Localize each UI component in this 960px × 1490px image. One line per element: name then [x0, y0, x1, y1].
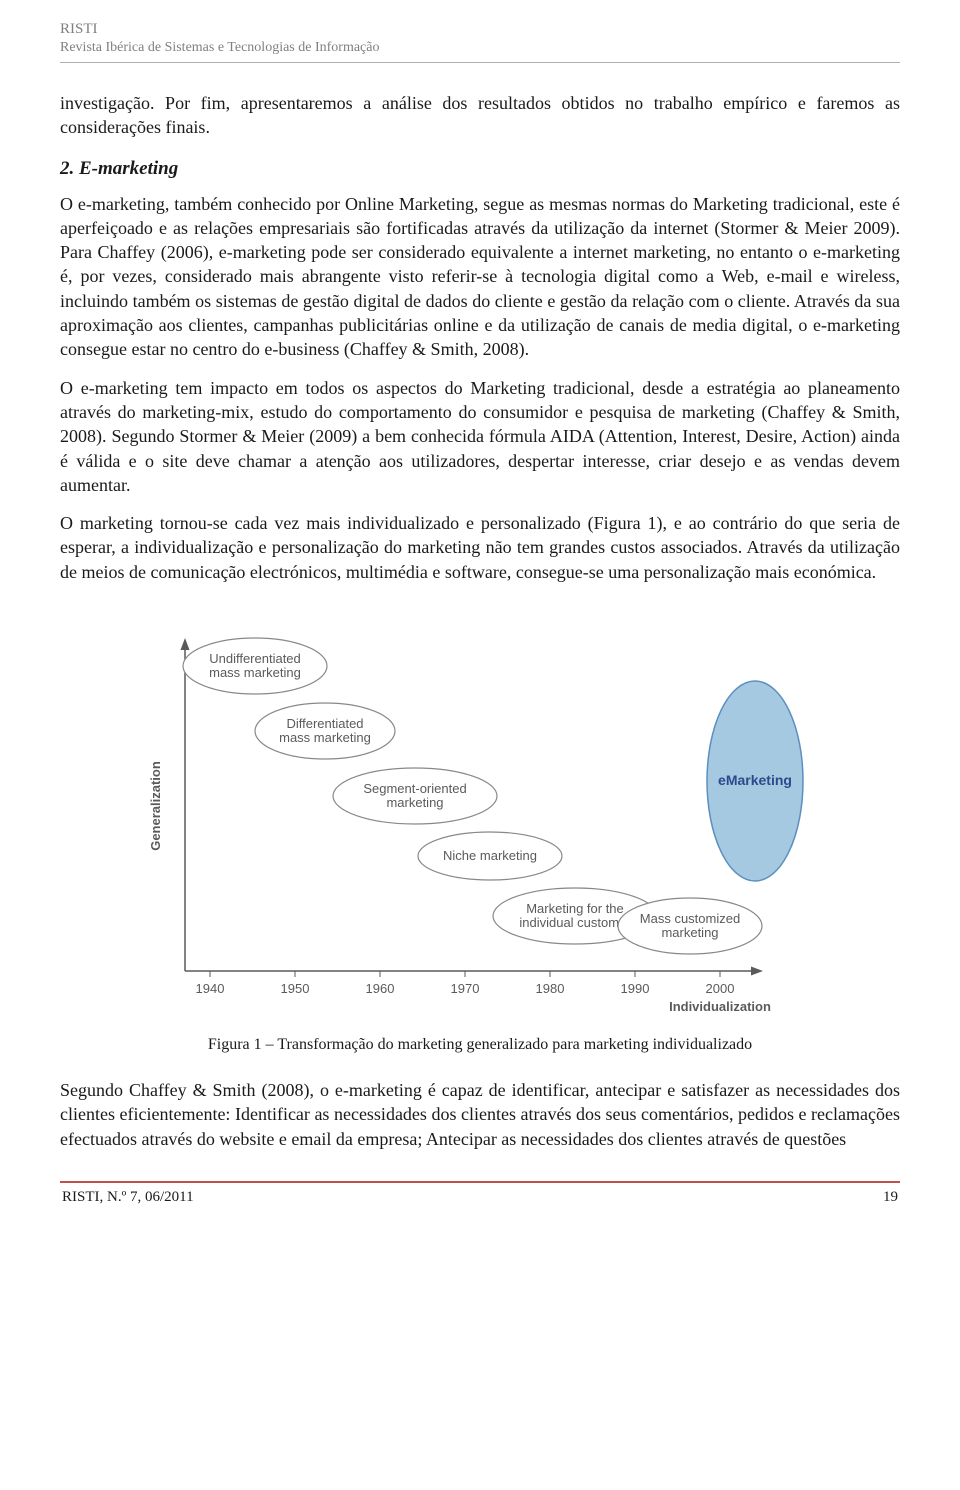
footer-issue: RISTI, N.º 7, 06/2011: [62, 1189, 194, 1206]
body-paragraph-1: O e-marketing, também conhecido por Onli…: [60, 192, 900, 362]
svg-text:Niche marketing: Niche marketing: [443, 848, 537, 863]
svg-text:1940: 1940: [196, 981, 225, 996]
figure-1-diagram: Generalization Individualization 1940 1950 1…: [130, 606, 830, 1026]
svg-text:1950: 1950: [281, 981, 310, 996]
svg-text:Generalization: Generalization: [148, 761, 163, 851]
body-paragraph-2: O e-marketing tem impacto em todos os as…: [60, 376, 900, 497]
svg-text:2000: 2000: [706, 981, 735, 996]
journal-abbrev: RISTI: [60, 20, 900, 38]
svg-text:Segment-oriented: Segment-oriented: [363, 781, 466, 796]
closing-paragraph: Segundo Chaffey & Smith (2008), o e-mark…: [60, 1078, 900, 1151]
svg-text:1980: 1980: [536, 981, 565, 996]
svg-text:Marketing for the: Marketing for the: [526, 901, 624, 916]
body-paragraph-3: O marketing tornou-se cada vez mais indi…: [60, 511, 900, 584]
svg-text:Differentiated: Differentiated: [286, 716, 363, 731]
svg-text:Undifferentiated: Undifferentiated: [209, 651, 301, 666]
footer: RISTI, N.º 7, 06/2011 19: [60, 1189, 900, 1206]
svg-text:1960: 1960: [366, 981, 395, 996]
svg-text:marketing: marketing: [661, 925, 718, 940]
footer-page-number: 19: [883, 1189, 898, 1206]
svg-text:mass marketing: mass marketing: [209, 665, 301, 680]
svg-text:marketing: marketing: [386, 795, 443, 810]
section-heading: 2. E-marketing: [60, 158, 900, 180]
svg-text:mass marketing: mass marketing: [279, 730, 371, 745]
svg-text:1990: 1990: [621, 981, 650, 996]
svg-text:1970: 1970: [451, 981, 480, 996]
svg-text:individual customer: individual customer: [519, 915, 631, 930]
svg-text:eMarketing: eMarketing: [718, 772, 792, 788]
journal-subtitle: Revista Ibérica de Sistemas e Tecnologia…: [60, 40, 900, 63]
svg-text:Mass customized: Mass customized: [640, 911, 740, 926]
figure-1: Generalization Individualization 1940 1950 1…: [130, 606, 830, 1054]
intro-paragraph: investigação. Por fim, apresentaremos a …: [60, 91, 900, 140]
figure-1-caption: Figura 1 – Transformação do marketing ge…: [130, 1036, 830, 1054]
svg-text:Individualization: Individualization: [669, 999, 771, 1014]
footer-rule: [60, 1181, 900, 1183]
